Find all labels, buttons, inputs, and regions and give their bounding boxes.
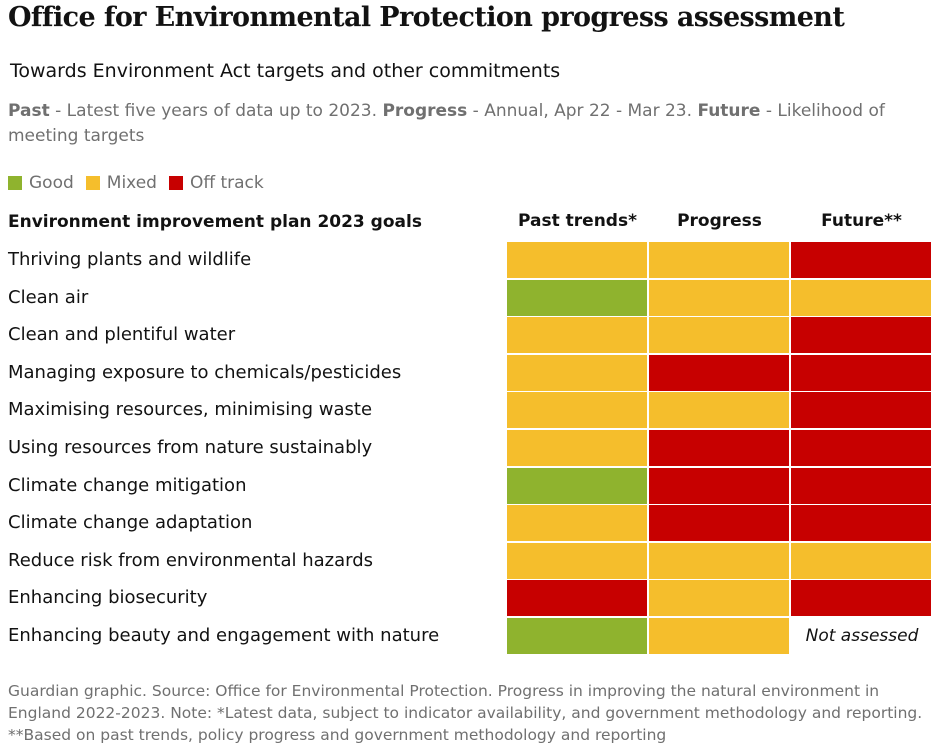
cell-progress [649, 430, 789, 466]
legend-swatch-off-track [168, 176, 183, 190]
cell-future [791, 392, 931, 429]
cell-past-trends [507, 354, 647, 391]
cell-progress [649, 317, 789, 354]
column-header-future: Future** [821, 211, 902, 231]
goal-label: Climate change adaptation [8, 512, 253, 534]
column-header-progress: Progress [677, 211, 762, 231]
desc-progress-text: - Annual, Apr 22 - Mar 23. [467, 101, 698, 121]
legend-swatch-mixed [85, 176, 100, 190]
cell-progress [649, 279, 789, 316]
cell-future [791, 542, 931, 579]
cell-progress [649, 242, 789, 278]
desc-past-text: - Latest five years of data up to 2023. [49, 101, 383, 121]
legend-swatch-good [8, 176, 22, 190]
cell-past-trends [507, 467, 647, 504]
goal-label: Clean and plentiful water [8, 324, 236, 346]
legend-label-off-track: Off track [189, 173, 264, 193]
cell-past-trends [507, 317, 647, 354]
cell-future [791, 317, 931, 354]
goal-label: Managing exposure to chemicals/pesticide… [8, 361, 402, 383]
not-assessed-label: Not assessed [805, 626, 919, 646]
cell-progress [649, 618, 789, 654]
goal-label: Thriving plants and wildlife [8, 249, 252, 270]
desc-future-text: - Likelihood of meeting targets [8, 101, 885, 146]
desc-past-label: Past [8, 101, 50, 121]
legend-label-mixed: Mixed [106, 173, 157, 193]
cell-progress [649, 580, 789, 617]
goal-label: Maximising resources, minimising waste [8, 399, 373, 421]
desc-future-label: Future [697, 101, 761, 121]
legend-label-good: Good [29, 173, 74, 193]
cell-past-trends [507, 242, 647, 278]
goal-label: Using resources from nature sustainably [8, 437, 373, 458]
goal-label: Enhancing beauty and engagement with nat… [8, 625, 440, 646]
cell-future [791, 580, 931, 617]
cell-past-trends [507, 618, 647, 654]
chart-description: Past - Latest five years of data up to 2… [8, 99, 908, 149]
goal-label: Reduce risk from environmental hazards [8, 549, 374, 571]
cell-past-trends [507, 580, 647, 617]
legend: Good Mixed Off track [8, 173, 276, 193]
cell-past-trends [507, 392, 647, 429]
cell-future [791, 354, 931, 391]
goal-label: Enhancing biosecurity [8, 587, 208, 609]
goal-label: Clean air [8, 286, 89, 308]
legend-item-mixed: Mixed [85, 173, 157, 193]
goal-label: Climate change mitigation [8, 474, 247, 496]
cell-progress [649, 392, 789, 429]
legend-item-good: Good [8, 173, 74, 193]
cell-progress [649, 542, 789, 579]
cell-future [791, 505, 931, 542]
cell-future [791, 467, 931, 504]
cell-future [791, 430, 931, 466]
goals-column-header: Environment improvement plan 2023 goals [8, 212, 422, 232]
source-note: Guardian graphic. Source: Office for Env… [8, 682, 923, 744]
cell-past-trends [507, 542, 647, 579]
desc-progress-label: Progress [382, 101, 468, 121]
cell-past-trends [507, 279, 647, 316]
cell-future [791, 279, 931, 316]
legend-item-off-track: Off track [168, 173, 264, 193]
cell-progress [649, 467, 789, 504]
cell-progress [649, 505, 789, 542]
cell-past-trends [507, 505, 647, 542]
chart-title: Office for Environmental Protection prog… [8, 2, 845, 33]
column-header-past-trends: Past trends* [518, 211, 637, 231]
chart-subtitle: Towards Environment Act targets and othe… [10, 60, 561, 82]
cell-past-trends [507, 430, 647, 466]
cell-future [791, 242, 931, 278]
cell-progress [649, 354, 789, 391]
